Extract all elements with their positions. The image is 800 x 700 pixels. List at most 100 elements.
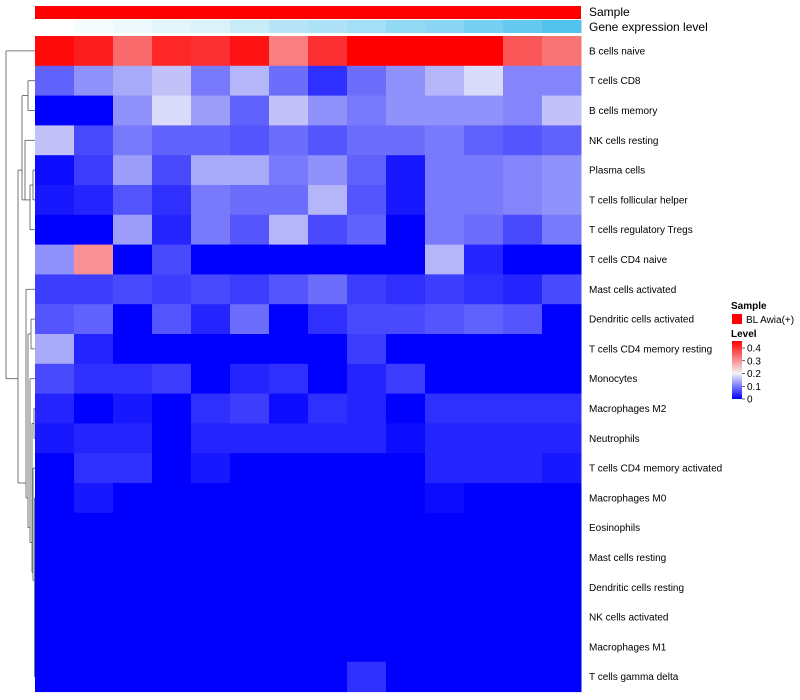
heatmap-cell bbox=[542, 274, 582, 305]
legend-tick-label: 0.4 bbox=[747, 344, 761, 355]
heatmap-cell bbox=[425, 155, 465, 186]
heatmap-cell bbox=[269, 512, 309, 544]
heatmap-cell bbox=[542, 542, 582, 573]
heatmap-cell bbox=[386, 572, 426, 603]
heatmap-cell bbox=[464, 632, 504, 663]
legend-tick-label: 0 bbox=[747, 395, 753, 406]
expression-cell bbox=[308, 20, 348, 33]
heatmap-cell bbox=[464, 363, 504, 395]
heatmap-cell bbox=[269, 661, 309, 693]
heatmap-cell bbox=[425, 423, 465, 454]
heatmap-cell bbox=[425, 65, 465, 97]
heatmap-cell bbox=[464, 512, 504, 544]
heatmap-cell bbox=[35, 95, 75, 126]
heatmap-cell bbox=[347, 542, 387, 573]
heatmap-cell bbox=[113, 393, 153, 424]
heatmap-cell bbox=[542, 632, 582, 663]
heatmap-cell bbox=[230, 423, 270, 454]
row-label: T cells gamma delta bbox=[589, 672, 679, 683]
heatmap-cell bbox=[386, 304, 426, 335]
heatmap-cell bbox=[425, 602, 465, 633]
heatmap-cell bbox=[191, 65, 231, 97]
heatmap-cell bbox=[152, 214, 192, 246]
heatmap-cell bbox=[191, 423, 231, 454]
legend-sample-entry: BL Awia(+) bbox=[746, 315, 794, 326]
heatmap-cell bbox=[191, 632, 231, 663]
row-labels: B cells naive T cells CD8 B cells memory NK… bbox=[589, 46, 722, 683]
heatmap-cell bbox=[230, 363, 270, 395]
heatmap-cell bbox=[74, 155, 114, 186]
row-label: T cells CD4 naive bbox=[589, 255, 668, 266]
heatmap-cell bbox=[503, 65, 543, 97]
heatmap-cell bbox=[269, 274, 309, 305]
heatmap-cell bbox=[74, 125, 114, 156]
heatmap-cell bbox=[347, 572, 387, 603]
heatmap-cell bbox=[230, 393, 270, 424]
heatmap-cell bbox=[542, 423, 582, 454]
heatmap-cell bbox=[269, 363, 309, 395]
heatmap-cell bbox=[308, 423, 348, 454]
row-label: Mast cells resting bbox=[589, 553, 666, 564]
heatmap-cell bbox=[542, 602, 582, 633]
row-label: Macrophages M0 bbox=[589, 493, 667, 504]
heatmap-cell bbox=[230, 36, 270, 67]
heatmap-cell bbox=[230, 65, 270, 97]
expression-cell bbox=[425, 20, 465, 33]
row-label: Monocytes bbox=[589, 374, 637, 385]
heatmap-cell bbox=[347, 95, 387, 126]
heatmap-cell bbox=[269, 602, 309, 633]
sample-annotation-bar bbox=[35, 6, 581, 19]
heatmap-cell bbox=[113, 602, 153, 633]
heatmap-cell bbox=[152, 334, 192, 365]
heatmap-cell bbox=[542, 304, 582, 335]
legend-tick-label: 0.2 bbox=[747, 369, 761, 380]
heatmap-cell bbox=[35, 36, 75, 67]
expression-cell bbox=[191, 20, 231, 33]
row-label: NK cells resting bbox=[589, 136, 658, 147]
expression-cell bbox=[152, 20, 192, 33]
heatmap-cell bbox=[152, 274, 192, 305]
heatmap-cell bbox=[425, 95, 465, 126]
heatmap-cell bbox=[113, 65, 153, 97]
heatmap-cell bbox=[74, 632, 114, 663]
legend-tick-label: 0.1 bbox=[747, 382, 761, 393]
row-label: Eosinophils bbox=[589, 523, 640, 534]
heatmap-cell bbox=[113, 453, 153, 484]
heatmap-cell bbox=[386, 393, 426, 424]
heatmap-cell bbox=[386, 483, 426, 514]
heatmap-cell bbox=[191, 155, 231, 186]
expression-cell bbox=[464, 20, 504, 33]
heatmap-cell bbox=[308, 304, 348, 335]
row-label: Mast cells activated bbox=[589, 285, 676, 296]
heatmap-cell bbox=[191, 483, 231, 514]
heatmap-cell bbox=[386, 661, 426, 693]
heatmap-cell bbox=[269, 542, 309, 573]
heatmap-cell bbox=[542, 95, 582, 126]
legend-level-title: Level bbox=[731, 329, 757, 340]
heatmap-cell bbox=[542, 36, 582, 67]
row-label: Plasma cells bbox=[589, 166, 645, 177]
heatmap-cell bbox=[74, 334, 114, 365]
heatmap-cell bbox=[113, 363, 153, 395]
row-label: T cells regulatory Tregs bbox=[589, 225, 693, 236]
heatmap-cell bbox=[35, 214, 75, 246]
heatmap-cell bbox=[152, 661, 192, 693]
heatmap-cell bbox=[347, 274, 387, 305]
expression-annotation-label: Gene expression level bbox=[589, 20, 708, 34]
heatmap-cell bbox=[230, 512, 270, 544]
heatmap-cell bbox=[386, 155, 426, 186]
heatmap-cell bbox=[152, 423, 192, 454]
heatmap-cell bbox=[542, 483, 582, 514]
heatmap-cell bbox=[74, 363, 114, 395]
heatmap-cell bbox=[386, 95, 426, 126]
heatmap-cell bbox=[113, 423, 153, 454]
legend-color-bar bbox=[732, 341, 742, 399]
heatmap-cell bbox=[503, 185, 543, 216]
heatmap-cell bbox=[308, 572, 348, 603]
heatmap-cell bbox=[503, 542, 543, 573]
heatmap-cell bbox=[35, 274, 75, 305]
heatmap-cell bbox=[464, 572, 504, 603]
heatmap-cell bbox=[191, 125, 231, 156]
heatmap-cell bbox=[230, 185, 270, 216]
